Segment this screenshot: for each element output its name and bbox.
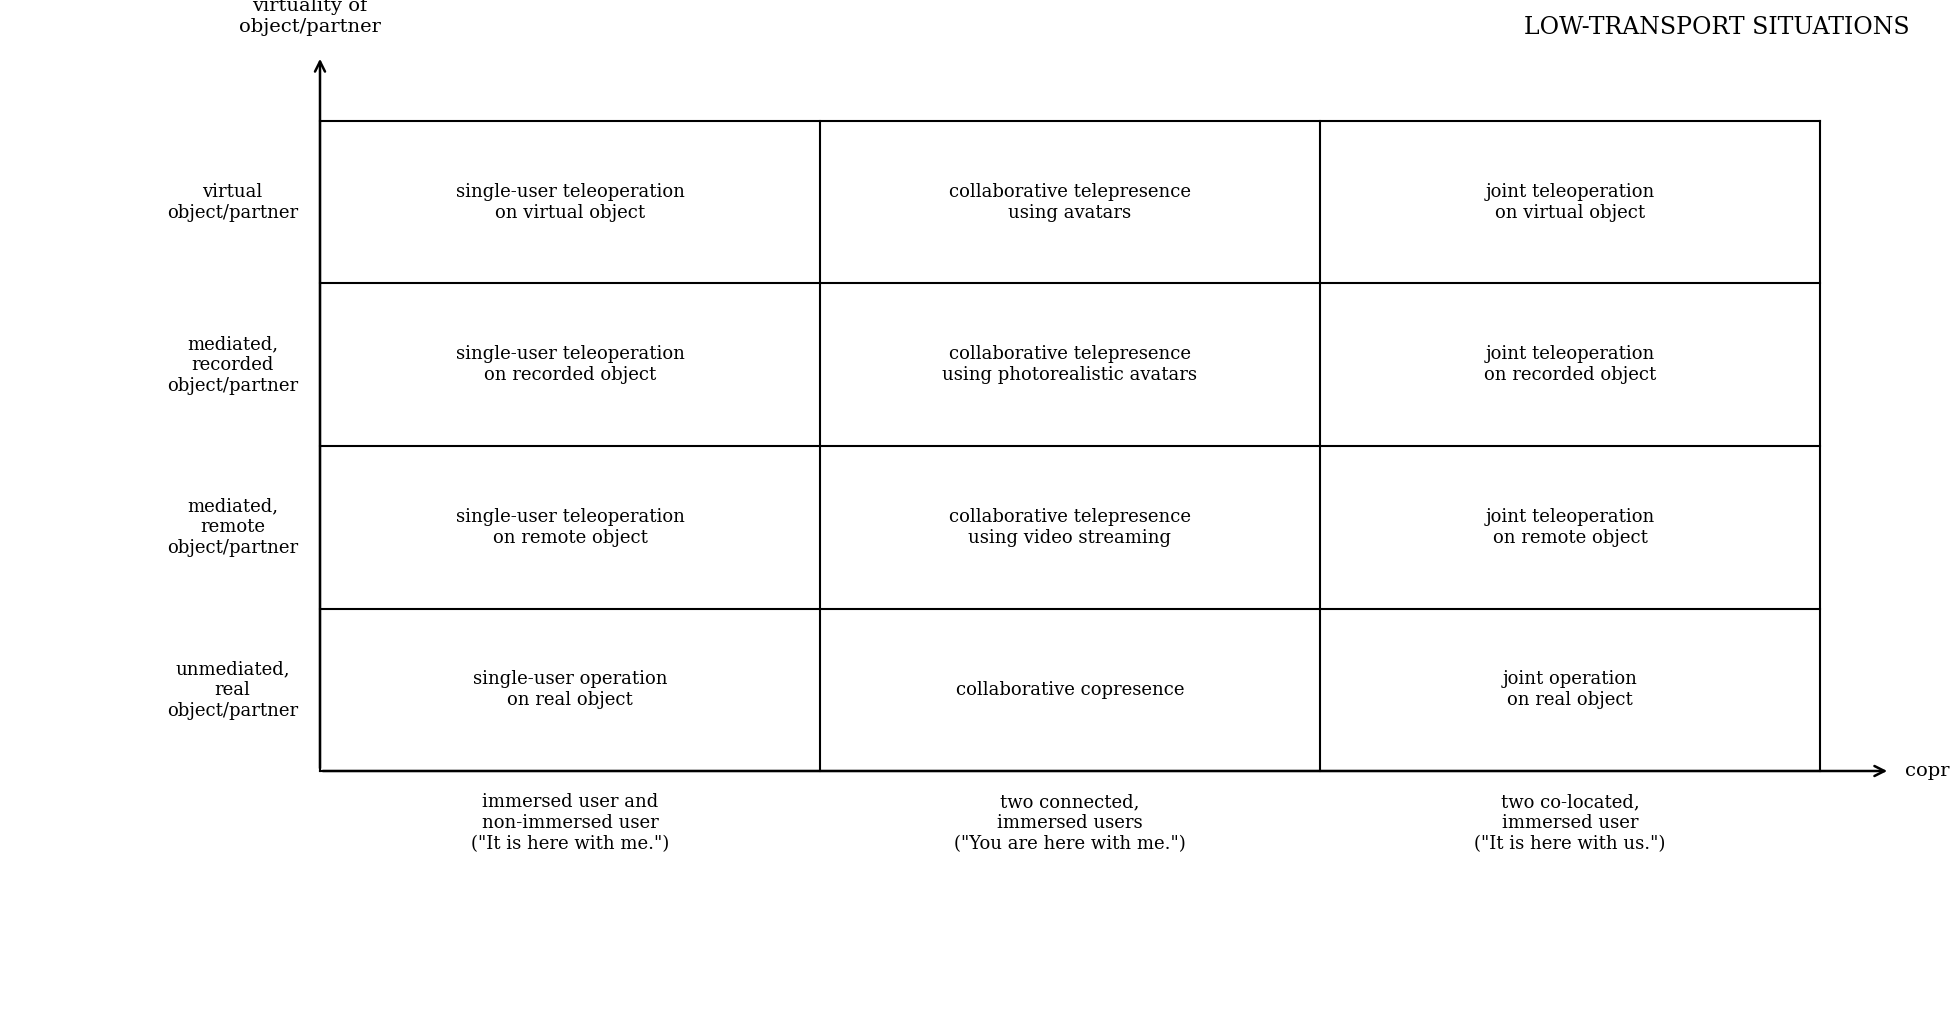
Text: mediated,
remote
object/partner: mediated, remote object/partner [168, 497, 298, 557]
Text: joint teleoperation
on recorded object: joint teleoperation on recorded object [1484, 345, 1656, 384]
Text: LOW-TRANSPORT SITUATIONS: LOW-TRANSPORT SITUATIONS [1525, 16, 1909, 39]
Text: copresence: copresence [1905, 762, 1950, 780]
Text: collaborative telepresence
using photorealistic avatars: collaborative telepresence using photore… [942, 345, 1197, 384]
Text: immersed user and
non-immersed user
("It is here with me."): immersed user and non-immersed user ("It… [470, 793, 669, 853]
Text: virtuality of
object/partner: virtuality of object/partner [240, 0, 380, 36]
Text: two connected,
immersed users
("You are here with me."): two connected, immersed users ("You are … [954, 793, 1186, 853]
Text: virtual
object/partner: virtual object/partner [168, 183, 298, 222]
Text: joint operation
on real object: joint operation on real object [1503, 671, 1638, 710]
Text: two co-located,
immersed user
("It is here with us."): two co-located, immersed user ("It is he… [1474, 793, 1665, 853]
Text: joint teleoperation
on remote object: joint teleoperation on remote object [1486, 507, 1656, 546]
Text: collaborative telepresence
using video streaming: collaborative telepresence using video s… [950, 507, 1191, 546]
Text: unmediated,
real
object/partner: unmediated, real object/partner [168, 660, 298, 720]
Text: single-user teleoperation
on recorded object: single-user teleoperation on recorded ob… [456, 345, 684, 384]
Text: collaborative copresence: collaborative copresence [956, 681, 1184, 698]
Text: collaborative telepresence
using avatars: collaborative telepresence using avatars [950, 183, 1191, 222]
Text: joint teleoperation
on virtual object: joint teleoperation on virtual object [1486, 183, 1656, 222]
Text: single-user teleoperation
on virtual object: single-user teleoperation on virtual obj… [456, 183, 684, 222]
Text: single-user operation
on real object: single-user operation on real object [472, 671, 667, 710]
Text: mediated,
recorded
object/partner: mediated, recorded object/partner [168, 335, 298, 394]
Text: single-user teleoperation
on remote object: single-user teleoperation on remote obje… [456, 507, 684, 546]
